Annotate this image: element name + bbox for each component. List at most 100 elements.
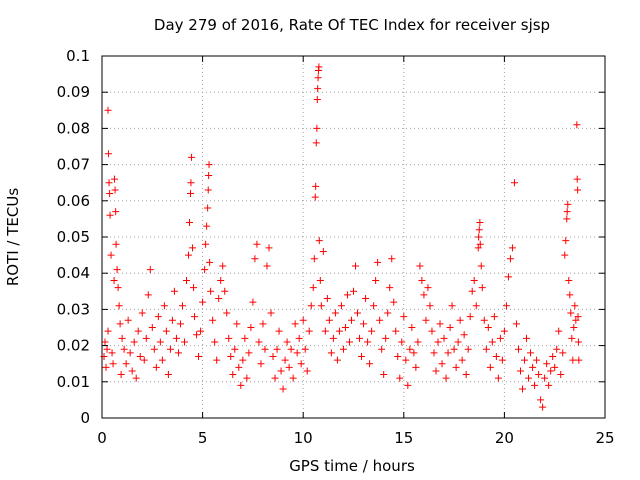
data-point [219, 262, 226, 269]
data-point [575, 338, 582, 345]
data-point [481, 317, 488, 324]
data-point [426, 302, 433, 309]
data-point [497, 335, 504, 342]
data-point [206, 161, 213, 168]
data-point [535, 371, 542, 378]
data-point [181, 338, 188, 345]
data-point [366, 360, 373, 367]
data-point [175, 349, 182, 356]
data-point [151, 346, 158, 353]
x-axis-label: GPS time / hours [289, 457, 415, 475]
data-point [529, 364, 536, 371]
data-point [563, 215, 570, 222]
data-point [441, 335, 448, 342]
data-point [314, 85, 321, 92]
data-point [145, 291, 152, 298]
data-point [447, 324, 454, 331]
data-point [322, 328, 329, 335]
data-point [153, 364, 160, 371]
data-point [573, 121, 580, 128]
data-point [564, 208, 571, 215]
data-point [312, 194, 319, 201]
data-point [527, 349, 534, 356]
data-point [314, 96, 321, 103]
data-point [167, 346, 174, 353]
x-tick-label: 20 [495, 429, 514, 447]
data-point [215, 295, 222, 302]
data-point [165, 371, 172, 378]
data-point [311, 255, 318, 262]
data-point [187, 179, 194, 186]
data-point [509, 244, 516, 251]
data-point [491, 313, 498, 320]
data-point [207, 288, 214, 295]
data-point [422, 317, 429, 324]
data-point [453, 364, 460, 371]
data-point [296, 335, 303, 342]
data-point [106, 190, 113, 197]
data-point [547, 367, 554, 374]
x-tick-label: 5 [198, 429, 208, 447]
data-point [241, 335, 248, 342]
data-point [179, 302, 186, 309]
data-point [531, 382, 538, 389]
data-point [288, 346, 295, 353]
data-point [495, 375, 502, 382]
data-point [318, 302, 325, 309]
data-point [479, 284, 486, 291]
x-tick-label: 15 [394, 429, 413, 447]
data-point [350, 288, 357, 295]
data-point [286, 364, 293, 371]
data-point [276, 328, 283, 335]
data-point [110, 360, 117, 367]
data-point [384, 310, 391, 317]
data-point [225, 335, 232, 342]
data-point [513, 320, 520, 327]
data-point [570, 324, 577, 331]
data-point [157, 338, 164, 345]
data-point [141, 357, 148, 364]
data-point [284, 338, 291, 345]
data-point [112, 208, 119, 215]
data-point [195, 353, 202, 360]
data-point [519, 386, 526, 393]
data-point [511, 179, 518, 186]
data-point [410, 349, 417, 356]
data-point [364, 338, 371, 345]
data-point [205, 172, 212, 179]
data-point [139, 310, 146, 317]
data-point [402, 357, 409, 364]
data-point [313, 139, 320, 146]
data-point [328, 349, 335, 356]
data-point [265, 244, 272, 251]
data-point [326, 317, 333, 324]
data-point [229, 371, 236, 378]
data-point [368, 328, 375, 335]
data-point [243, 375, 250, 382]
data-point [412, 364, 419, 371]
data-point [404, 382, 411, 389]
data-point [183, 277, 190, 284]
data-point [428, 328, 435, 335]
data-point [129, 367, 136, 374]
data-point [106, 179, 113, 186]
data-point [525, 375, 532, 382]
data-point [551, 364, 558, 371]
data-point [568, 335, 575, 342]
data-point [112, 186, 119, 193]
data-point [449, 302, 456, 309]
data-point [190, 284, 197, 291]
data-point [485, 324, 492, 331]
data-point [386, 284, 393, 291]
data-point [400, 313, 407, 320]
data-point [131, 338, 138, 345]
data-point [344, 291, 351, 298]
data-point [517, 367, 524, 374]
data-point [117, 320, 124, 327]
data-point [221, 288, 228, 295]
data-point [476, 226, 483, 233]
data-point [105, 328, 112, 335]
gridlines [102, 56, 605, 418]
data-point [515, 346, 522, 353]
data-point [259, 320, 266, 327]
